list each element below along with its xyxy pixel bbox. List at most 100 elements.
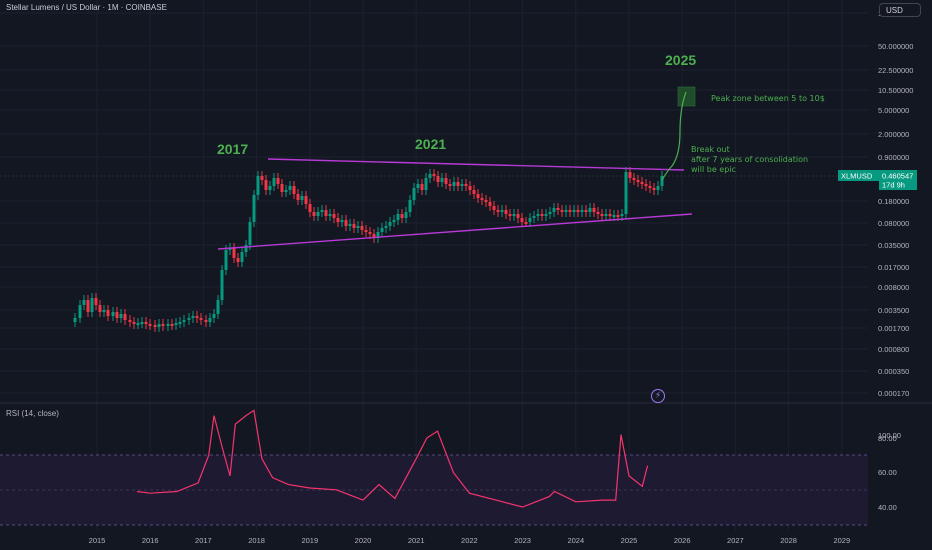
candle-body	[444, 178, 448, 184]
candle-body	[632, 178, 636, 180]
candle-body	[568, 210, 572, 212]
grid-lines	[0, 0, 868, 530]
candle-body	[123, 314, 127, 320]
peak-zone-box[interactable]	[677, 86, 696, 107]
candle-body	[440, 178, 444, 182]
currency-button[interactable]: USD	[879, 3, 921, 17]
time-label: 2018	[248, 536, 265, 545]
candle-body	[320, 210, 324, 212]
candle-body	[556, 208, 560, 210]
candle-body	[73, 318, 77, 322]
candle-body	[332, 214, 336, 218]
candle-body	[508, 214, 512, 216]
projection-path[interactable]	[661, 91, 687, 181]
symbol-badge	[838, 170, 880, 181]
candle-body	[174, 323, 178, 325]
candle-body	[336, 218, 340, 222]
rsi-tick: 80.00	[878, 434, 897, 443]
candle-body	[348, 224, 352, 226]
candle-body	[660, 176, 664, 186]
candle-body	[612, 215, 616, 217]
rsi-title: RSI (14, close)	[6, 409, 59, 418]
candle-body	[540, 214, 544, 216]
candle-body	[476, 194, 480, 198]
candle-body	[144, 322, 148, 324]
candle-body	[452, 182, 456, 186]
candle-body	[136, 323, 140, 325]
candle-body	[356, 226, 360, 228]
rsi-tick: 100.00	[878, 431, 901, 440]
candle-body	[140, 322, 144, 324]
time-label: 2027	[727, 536, 744, 545]
time-label: 2021	[408, 536, 425, 545]
candle-body	[464, 184, 468, 186]
candle-body	[208, 318, 212, 322]
candle-body	[520, 218, 524, 222]
price-tick: 0.003500	[878, 306, 909, 315]
symbol-badge-label: XLMUSD	[841, 172, 873, 181]
candle-body	[170, 324, 174, 326]
candle-body	[504, 210, 508, 214]
candle-body	[284, 190, 288, 192]
candle-body	[528, 218, 532, 222]
candle-body	[148, 324, 152, 326]
upper-trendline[interactable]	[267, 158, 685, 171]
candle-body	[106, 310, 110, 316]
time-label: 2017	[195, 536, 212, 545]
annotation-2025: 2025	[665, 52, 696, 68]
candle-body	[560, 210, 564, 212]
time-label: 2019	[301, 536, 318, 545]
candle-body	[496, 210, 500, 212]
candle-body	[248, 222, 252, 245]
time-label: 2023	[514, 536, 531, 545]
candle-body	[187, 318, 191, 320]
candle-body	[182, 320, 186, 322]
price-tick: 0.180000	[878, 197, 909, 206]
candle-body	[312, 212, 316, 216]
price-tick: 0.008000	[878, 283, 909, 292]
candle-body	[596, 212, 600, 214]
candle-body	[178, 322, 182, 324]
candle-body	[396, 214, 400, 220]
candle-body	[576, 210, 580, 212]
price-tick: 0.080000	[878, 219, 909, 228]
price-tick: 5.000000	[878, 106, 909, 115]
candle-body	[296, 194, 300, 200]
candle-body	[388, 222, 392, 226]
lightning-icon[interactable]: ⚡	[651, 389, 665, 403]
candle-body	[157, 324, 161, 327]
candle-body	[276, 178, 280, 184]
time-label: 2016	[142, 536, 159, 545]
candle-body	[484, 200, 488, 202]
candle-body	[288, 186, 292, 190]
candle-body	[608, 214, 612, 216]
time-axis[interactable]: 2015 2016 2017 2018 2019 2020 2021 2022 2023 2024…	[89, 536, 850, 545]
candle-body	[308, 204, 312, 212]
candle-body	[584, 210, 588, 212]
candle-body	[240, 252, 244, 262]
candle-body	[644, 184, 648, 186]
price-tick: 0.001700	[878, 324, 909, 333]
candle-body	[292, 186, 296, 194]
lower-trendline[interactable]	[217, 213, 693, 250]
candle-body	[212, 314, 216, 318]
candle-body	[456, 182, 460, 186]
candle-body	[548, 212, 552, 214]
time-label: 2015	[89, 536, 106, 545]
candle-body	[224, 250, 228, 270]
candle-body	[364, 230, 368, 232]
candle-body	[344, 220, 348, 226]
annotation-2021: 2021	[415, 136, 446, 152]
candle-body	[624, 172, 628, 214]
candle-body	[82, 300, 86, 305]
candle-body	[392, 220, 396, 222]
bar-countdown: 17d 9h	[882, 181, 905, 190]
candle-body	[656, 186, 660, 190]
candle-body	[404, 212, 408, 218]
price-tick: 0.035000	[878, 241, 909, 250]
candle-body	[408, 200, 412, 212]
candle-body	[564, 210, 568, 212]
candle-body	[636, 180, 640, 182]
rsi-scale[interactable]: 100.0080.00 60.00 40.00	[878, 431, 901, 512]
